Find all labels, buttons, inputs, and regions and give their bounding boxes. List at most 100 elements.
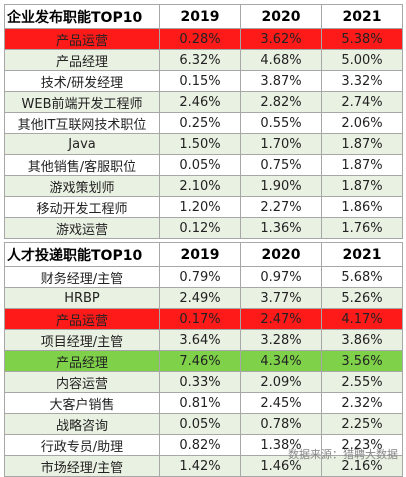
value-cell-2019: 0.28% <box>159 28 241 50</box>
column-header-2021: 2021 <box>321 242 403 267</box>
value-cell-2020: 2.45% <box>240 392 322 414</box>
header-row: 人才投递职能TOP10 2019 2020 2021 <box>4 242 403 267</box>
row-label: 产品运营 <box>4 308 160 330</box>
value-cell-2020: 4.68% <box>240 49 322 71</box>
table-row: 产品经理 7.46% 4.34% 3.56% <box>4 350 403 372</box>
table-row: 大客户销售 0.81% 2.45% 2.32% <box>4 392 403 414</box>
header-row: 企业发布职能TOP10 2019 2020 2021 <box>4 4 403 29</box>
value-cell-2021: 3.32% <box>321 70 403 92</box>
table-row: 战略咨询 0.05% 0.78% 2.25% <box>4 413 403 435</box>
value-cell-2019: 2.10% <box>159 175 241 197</box>
row-label: 财务经理/主管 <box>4 266 160 288</box>
value-cell-2020: 1.70% <box>240 133 322 155</box>
value-cell-2020: 2.82% <box>240 91 322 113</box>
row-label: 内容运营 <box>4 371 160 393</box>
row-label: 大客户销售 <box>4 392 160 414</box>
table-row: 产品运营 0.28% 3.62% 5.38% <box>4 28 403 50</box>
value-cell-2021: 3.56% <box>321 350 403 372</box>
value-cell-2020: 2.09% <box>240 371 322 393</box>
value-cell-2019: 3.64% <box>159 329 241 351</box>
value-cell-2021: 4.17% <box>321 308 403 330</box>
value-cell-2020: 1.38% <box>240 434 322 456</box>
value-cell-2019: 0.81% <box>159 392 241 414</box>
value-cell-2020: 3.62% <box>240 28 322 50</box>
row-label: 项目经理/主管 <box>4 329 160 351</box>
value-cell-2020: 0.78% <box>240 413 322 435</box>
row-label: 游戏策划师 <box>4 175 160 197</box>
value-cell-2019: 0.25% <box>159 112 241 134</box>
value-cell-2019: 1.42% <box>159 455 241 477</box>
column-header-2019: 2019 <box>159 242 241 267</box>
row-label: WEB前端开发工程师 <box>4 91 160 113</box>
value-cell-2020: 1.90% <box>240 175 322 197</box>
value-cell-2019: 0.05% <box>159 154 241 176</box>
row-label: 市场经理/主管 <box>4 455 160 477</box>
value-cell-2021: 2.55% <box>321 371 403 393</box>
row-label: Java <box>4 133 160 155</box>
value-cell-2021: 5.26% <box>321 287 403 309</box>
table-row: HRBP 2.49% 3.77% 5.26% <box>4 287 403 309</box>
row-label: 其他销售/客服职位 <box>4 154 160 176</box>
column-header-2020: 2020 <box>240 242 322 267</box>
table-row: 财务经理/主管 0.79% 0.97% 5.68% <box>4 266 403 288</box>
row-label: HRBP <box>4 287 160 309</box>
value-cell-2020: 3.28% <box>240 329 322 351</box>
table-row: 产品运营 0.17% 2.47% 4.17% <box>4 308 403 330</box>
table-row: 游戏运营 0.12% 1.36% 1.76% <box>4 217 403 239</box>
row-label: 游戏运营 <box>4 217 160 239</box>
column-header-2021: 2021 <box>321 4 403 29</box>
value-cell-2021: 2.32% <box>321 392 403 414</box>
column-header-2020: 2020 <box>240 4 322 29</box>
value-cell-2019: 7.46% <box>159 350 241 372</box>
column-header-2019: 2019 <box>159 4 241 29</box>
value-cell-2019: 0.33% <box>159 371 241 393</box>
table-row: 其他IT互联网技术职位 0.25% 0.55% 2.06% <box>4 112 403 134</box>
value-cell-2019: 6.32% <box>159 49 241 71</box>
value-cell-2021: 1.86% <box>321 196 403 218</box>
table-row: 技术/研发经理 0.15% 3.87% 3.32% <box>4 70 403 92</box>
value-cell-2021: 2.74% <box>321 91 403 113</box>
table-row: 行政专员/助理 0.82% 1.38% 2.23% <box>4 434 403 456</box>
table-row: 其他销售/客服职位 0.05% 0.75% 1.87% <box>4 154 403 176</box>
value-cell-2019: 0.79% <box>159 266 241 288</box>
row-label: 产品经理 <box>4 350 160 372</box>
table-title: 企业发布职能TOP10 <box>4 4 160 29</box>
value-cell-2020: 2.27% <box>240 196 322 218</box>
value-cell-2020: 2.47% <box>240 308 322 330</box>
row-label: 其他IT互联网技术职位 <box>4 112 160 134</box>
value-cell-2020: 0.97% <box>240 266 322 288</box>
table-row: 游戏策划师 2.10% 1.90% 1.87% <box>4 175 403 197</box>
row-label: 产品经理 <box>4 49 160 71</box>
value-cell-2021: 5.00% <box>321 49 403 71</box>
value-cell-2019: 0.82% <box>159 434 241 456</box>
value-cell-2021: 1.76% <box>321 217 403 239</box>
value-cell-2021: 5.68% <box>321 266 403 288</box>
value-cell-2021: 5.38% <box>321 28 403 50</box>
value-cell-2020: 0.75% <box>240 154 322 176</box>
value-cell-2021: 2.06% <box>321 112 403 134</box>
table-row: WEB前端开发工程师 2.46% 2.82% 2.74% <box>4 91 403 113</box>
row-label: 行政专员/助理 <box>4 434 160 456</box>
row-label: 技术/研发经理 <box>4 70 160 92</box>
value-cell-2020: 3.77% <box>240 287 322 309</box>
data-source-note: 数据来源：猎聘大数据 <box>288 448 398 461</box>
value-cell-2020: 1.36% <box>240 217 322 239</box>
value-cell-2019: 2.46% <box>159 91 241 113</box>
table-row: 产品经理 6.32% 4.68% 5.00% <box>4 49 403 71</box>
table-row: 内容运营 0.33% 2.09% 2.55% <box>4 371 403 393</box>
value-cell-2019: 1.20% <box>159 196 241 218</box>
value-cell-2020: 3.87% <box>240 70 322 92</box>
enterprise-roles-table: 企业发布职能TOP10 2019 2020 2021 产品运营 0.28% 3.62% 5.3… <box>4 4 403 239</box>
value-cell-2019: 0.17% <box>159 308 241 330</box>
tables-container: 企业发布职能TOP10 2019 2020 2021 产品运营 0.28% 3.62% 5.3… <box>4 4 403 477</box>
value-cell-2019: 0.12% <box>159 217 241 239</box>
value-cell-2019: 0.05% <box>159 413 241 435</box>
value-cell-2021: 1.87% <box>321 154 403 176</box>
row-label: 产品运营 <box>4 28 160 50</box>
talent-applications-table: 人才投递职能TOP10 2019 2020 2021 财务经理/主管 0.79% 0.97%… <box>4 242 403 477</box>
value-cell-2021: 2.25% <box>321 413 403 435</box>
table-row: Java 1.50% 1.70% 1.87% <box>4 133 403 155</box>
row-label: 战略咨询 <box>4 413 160 435</box>
value-cell-2020: 4.34% <box>240 350 322 372</box>
table-row: 项目经理/主管 3.64% 3.28% 3.86% <box>4 329 403 351</box>
